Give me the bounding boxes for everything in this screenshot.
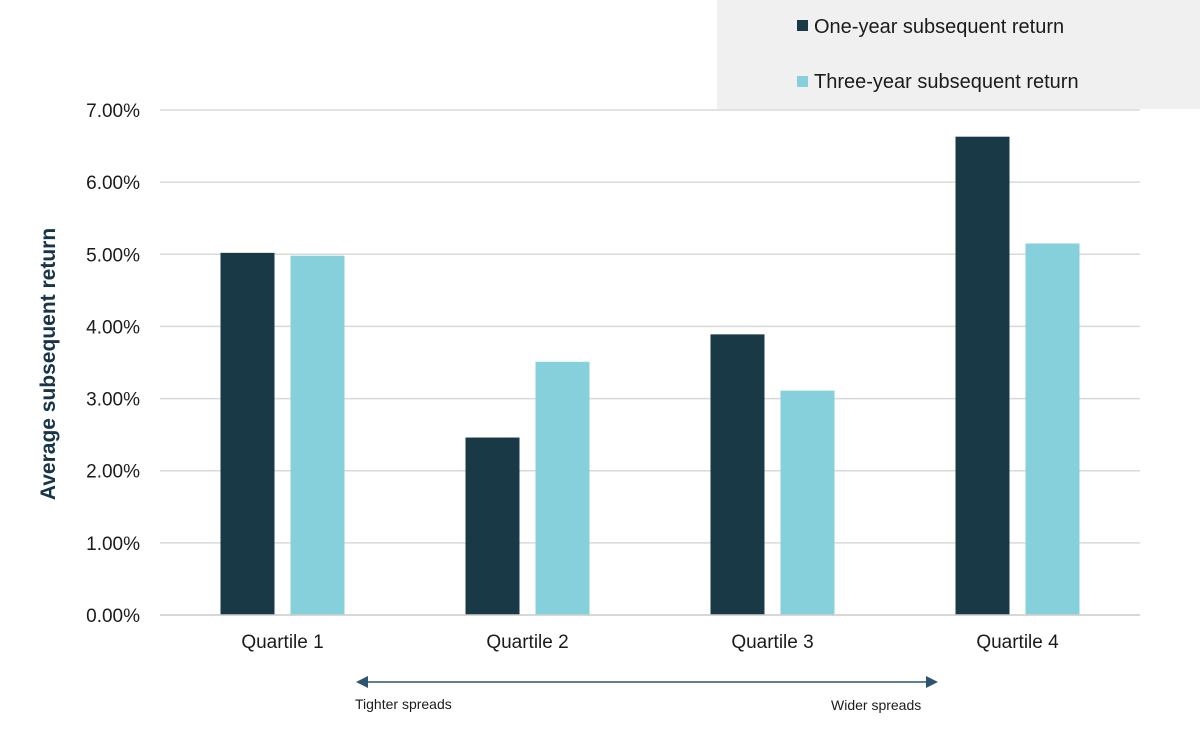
bar-three-year-q1 [290,255,345,615]
legend-background [717,0,1200,109]
y-tick-label: 5.00% [86,245,140,266]
bar-three-year-q3 [780,390,835,615]
bar-three-year-q2 [535,361,590,615]
y-tick-label: 4.00% [86,317,140,338]
bars [160,136,1140,616]
arrow-left-icon [356,676,368,688]
y-tick-label: 7.00% [86,101,140,122]
y-tick-label: 2.00% [86,462,140,483]
bar-one-year-q1 [220,252,275,616]
tighter-spreads-label: Tighter spreads [355,696,452,712]
bar-three-year-q4 [1025,243,1080,615]
legend-label-one-year: One-year subsequent return [814,16,1064,38]
x-tick-label: Quartile 4 [976,632,1059,653]
y-axis-label: Average subsequent return [37,228,60,500]
arrow-right-icon [926,676,938,688]
y-axis-ticks: 0.00% 1.00% 2.00% 3.00% 4.00% 5.00% 6.00% 7.00% [86,101,140,627]
x-axis-ticks: Quartile 1 Quartile 2 Quartile 3 Quartile 4 [241,632,1059,653]
y-tick-label: 3.00% [86,390,140,411]
bar-one-year-q2 [465,437,520,615]
wider-spreads-label: Wider spreads [831,697,921,713]
bar-one-year-q3 [710,334,765,615]
x-tick-label: Quartile 3 [731,632,813,653]
legend: One-year subsequent return Three-year su… [717,0,1200,109]
x-tick-label: Quartile 2 [486,632,568,653]
x-tick-label: Quartile 1 [241,632,323,653]
legend-swatch-one-year [797,20,808,31]
y-tick-label: 6.00% [86,173,140,194]
bar-one-year-q4 [955,136,1010,615]
y-tick-label: 1.00% [86,534,140,555]
legend-swatch-three-year [797,76,808,87]
spread-annotation: Tighter spreads Wider spreads [355,676,938,713]
y-tick-label: 0.00% [86,606,140,627]
legend-label-three-year: Three-year subsequent return [814,71,1079,93]
